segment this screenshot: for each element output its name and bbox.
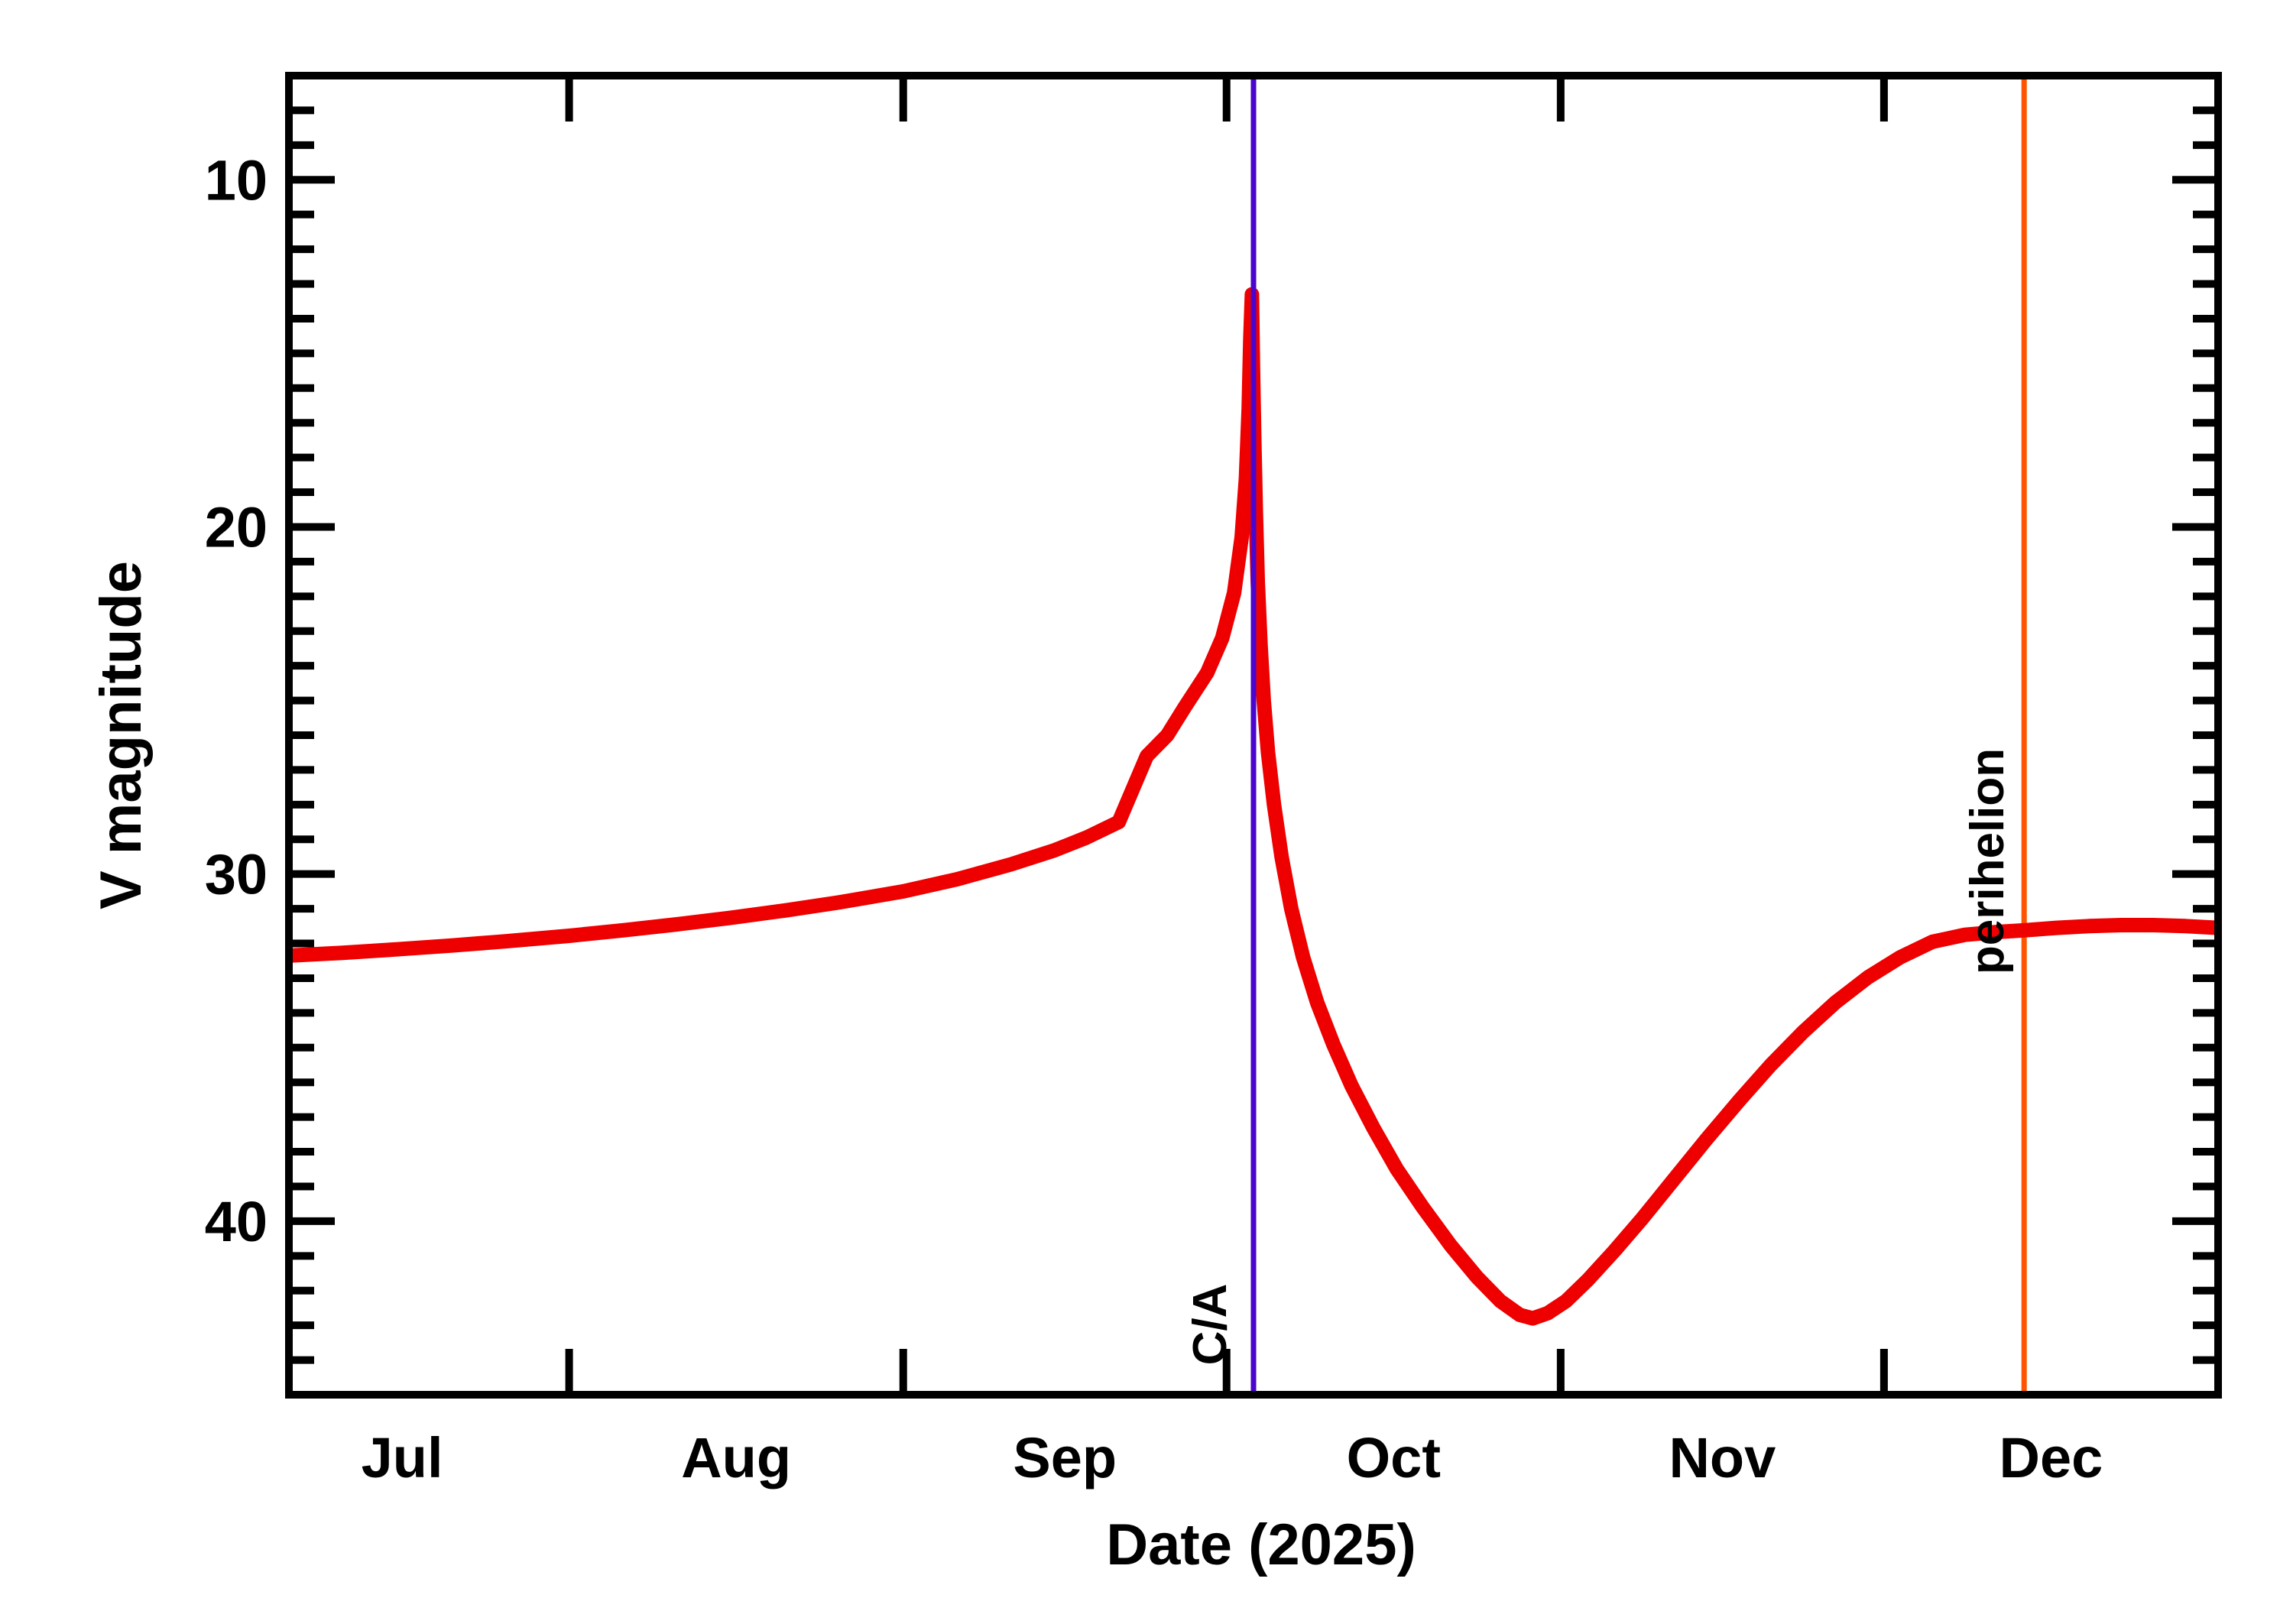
event-labels: C/A perihelion <box>1184 748 2014 1366</box>
perihelion-label: perihelion <box>1961 748 2014 974</box>
month-label-nov: Nov <box>1669 1426 1776 1489</box>
month-label-dec: Dec <box>1999 1426 2103 1489</box>
y-tick-label: 20 <box>205 495 268 559</box>
plot-border <box>285 72 2222 1399</box>
y-axis-title: V magnitude <box>89 561 154 909</box>
close-approach-label: C/A <box>1184 1284 1237 1366</box>
x-axis-title: Date (2025) <box>1106 1512 1416 1577</box>
month-label-sep: Sep <box>1013 1426 1117 1489</box>
light-curve-layer <box>289 287 2218 1326</box>
axis-ticks <box>293 79 2222 1391</box>
y-tick-label: 30 <box>205 843 268 906</box>
x-month-labels: Jul Aug Sep Oct Nov Dec <box>362 1426 2103 1489</box>
light-curve <box>289 287 2218 1326</box>
y-tick-label: 40 <box>205 1190 268 1253</box>
month-label-oct: Oct <box>1347 1426 1441 1489</box>
y-tick-labels: 10 20 30 40 <box>205 148 268 1253</box>
y-tick-label: 10 <box>205 148 268 212</box>
month-label-jul: Jul <box>362 1426 443 1489</box>
month-label-aug: Aug <box>681 1426 791 1489</box>
